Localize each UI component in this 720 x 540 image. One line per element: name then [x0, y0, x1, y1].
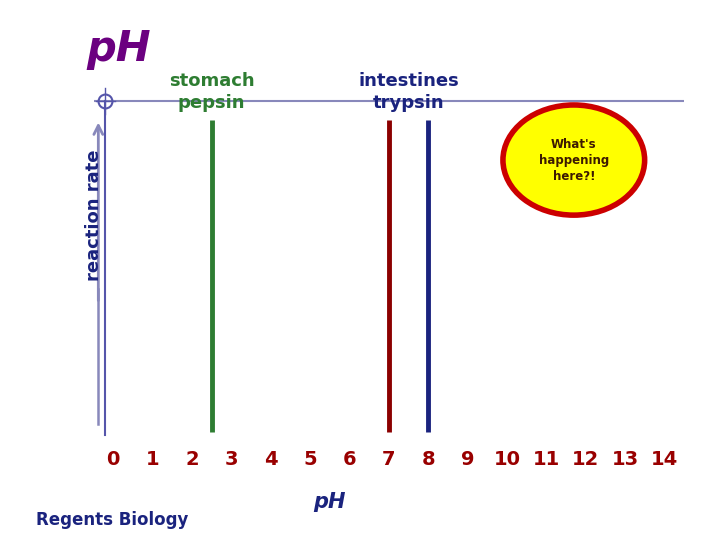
Text: pH: pH — [313, 491, 346, 511]
Text: pH: pH — [86, 28, 151, 70]
Text: reaction rate: reaction rate — [86, 150, 104, 281]
Ellipse shape — [503, 105, 644, 215]
Text: intestines
trypsin: intestines trypsin — [358, 72, 459, 112]
Text: Regents Biology: Regents Biology — [36, 511, 189, 529]
Text: stomach
pepsin: stomach pepsin — [169, 72, 254, 112]
Text: What's
happening
here?!: What's happening here?! — [539, 138, 609, 183]
